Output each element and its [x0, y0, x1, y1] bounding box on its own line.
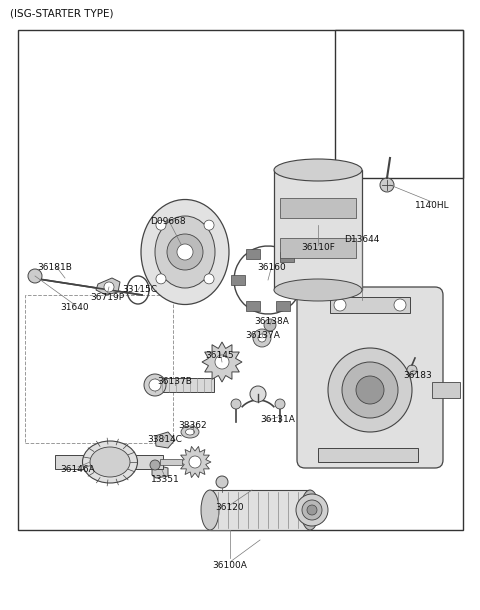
Bar	[210, 490, 310, 530]
Polygon shape	[179, 447, 211, 478]
Circle shape	[215, 355, 229, 369]
FancyBboxPatch shape	[297, 287, 443, 468]
Ellipse shape	[274, 279, 362, 301]
Text: 1140HL: 1140HL	[415, 201, 449, 209]
Bar	[318, 448, 418, 462]
Bar	[280, 252, 294, 262]
Bar	[280, 238, 356, 258]
Circle shape	[296, 494, 328, 526]
Text: 36719P: 36719P	[90, 293, 124, 303]
Circle shape	[204, 220, 214, 230]
Text: 36145: 36145	[206, 351, 234, 359]
Circle shape	[104, 282, 114, 292]
Polygon shape	[155, 432, 175, 448]
Circle shape	[150, 460, 160, 470]
Bar	[274, 170, 362, 290]
Ellipse shape	[144, 374, 166, 396]
Bar	[55, 455, 163, 469]
Text: 36100A: 36100A	[213, 561, 247, 570]
Text: 13351: 13351	[151, 476, 180, 484]
Text: 36131A: 36131A	[261, 415, 295, 425]
Ellipse shape	[201, 490, 219, 530]
Bar	[330, 297, 410, 313]
Bar	[231, 275, 245, 285]
Text: 33814C: 33814C	[147, 436, 182, 445]
Circle shape	[156, 274, 166, 284]
Text: 31640: 31640	[60, 304, 89, 312]
Bar	[335, 30, 463, 178]
Ellipse shape	[83, 441, 137, 483]
Ellipse shape	[155, 216, 215, 288]
Text: 36137B: 36137B	[157, 378, 192, 387]
Circle shape	[342, 362, 398, 418]
Circle shape	[264, 319, 276, 331]
Bar	[18, 30, 463, 530]
Circle shape	[334, 299, 346, 311]
Text: 36137A: 36137A	[246, 331, 280, 340]
Ellipse shape	[141, 199, 229, 304]
Text: (ISG-STARTER TYPE): (ISG-STARTER TYPE)	[10, 8, 113, 18]
Circle shape	[28, 269, 42, 283]
Circle shape	[231, 399, 241, 409]
Bar	[246, 301, 260, 311]
Circle shape	[258, 334, 266, 342]
Text: 36138A: 36138A	[254, 317, 289, 326]
Ellipse shape	[90, 447, 130, 477]
Ellipse shape	[301, 490, 319, 530]
Circle shape	[407, 365, 417, 375]
Text: 38362: 38362	[179, 422, 207, 431]
Circle shape	[328, 348, 412, 432]
Circle shape	[307, 505, 317, 515]
Circle shape	[356, 376, 384, 404]
Circle shape	[253, 329, 271, 347]
Circle shape	[380, 178, 394, 192]
Ellipse shape	[181, 426, 199, 438]
Circle shape	[302, 500, 322, 520]
Bar	[160, 459, 182, 465]
Text: D13644: D13644	[344, 235, 380, 245]
Circle shape	[250, 386, 266, 402]
Circle shape	[177, 244, 193, 260]
Text: D09668: D09668	[150, 218, 186, 226]
Text: 36181B: 36181B	[37, 264, 72, 273]
Polygon shape	[152, 466, 168, 478]
Circle shape	[275, 399, 285, 409]
Circle shape	[149, 379, 161, 391]
Bar	[432, 382, 460, 398]
Text: 36160: 36160	[258, 264, 287, 273]
Circle shape	[189, 456, 201, 468]
Bar	[280, 198, 356, 218]
Text: 36146A: 36146A	[60, 465, 96, 475]
Bar	[152, 378, 214, 392]
Ellipse shape	[274, 159, 362, 181]
Text: 36183: 36183	[404, 370, 432, 379]
Ellipse shape	[185, 429, 194, 435]
Circle shape	[216, 476, 228, 488]
Text: 33115C: 33115C	[122, 285, 157, 295]
Bar	[276, 301, 290, 311]
Circle shape	[167, 234, 203, 270]
Bar	[246, 249, 260, 259]
Circle shape	[204, 274, 214, 284]
Polygon shape	[96, 278, 120, 295]
Circle shape	[156, 220, 166, 230]
Circle shape	[394, 299, 406, 311]
Text: 36120: 36120	[216, 503, 244, 512]
Text: 36110F: 36110F	[301, 243, 335, 253]
Bar	[25, 295, 173, 443]
Polygon shape	[202, 342, 242, 382]
